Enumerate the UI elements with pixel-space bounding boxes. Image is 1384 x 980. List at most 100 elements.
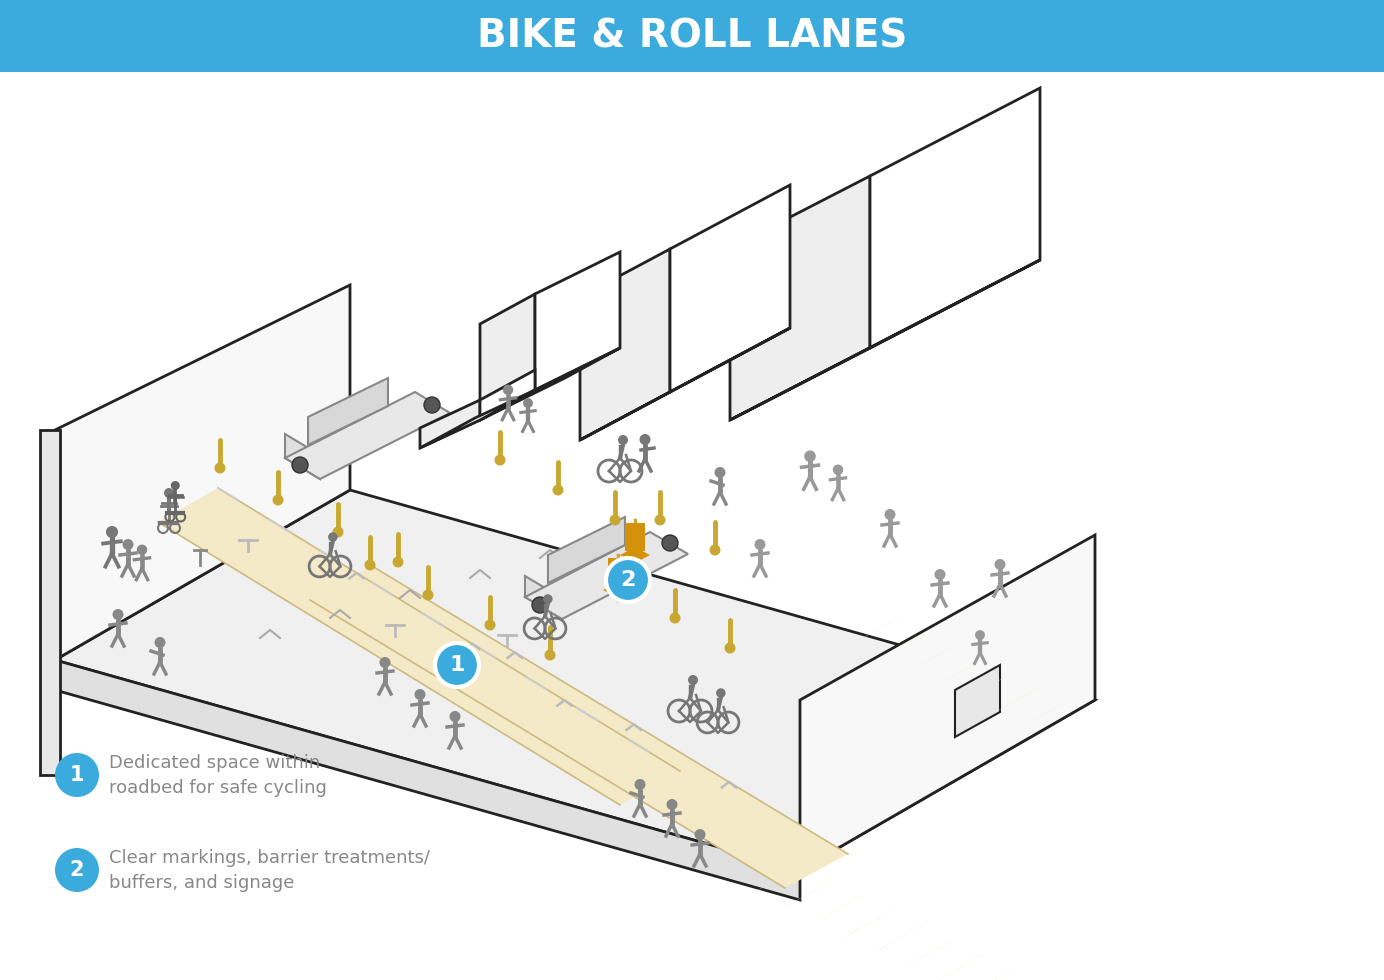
- Circle shape: [502, 384, 513, 395]
- Circle shape: [484, 619, 495, 630]
- Circle shape: [414, 689, 425, 700]
- Circle shape: [833, 465, 843, 475]
- Polygon shape: [955, 965, 1021, 980]
- Text: Clear markings, barrier treatments/
buffers, and signage: Clear markings, barrier treatments/ buff…: [109, 849, 430, 892]
- Circle shape: [934, 569, 945, 580]
- Circle shape: [55, 753, 100, 797]
- Polygon shape: [525, 576, 562, 619]
- Polygon shape: [729, 176, 871, 420]
- Circle shape: [639, 434, 650, 445]
- Polygon shape: [310, 566, 848, 888]
- Polygon shape: [926, 951, 991, 980]
- Polygon shape: [309, 378, 388, 445]
- Circle shape: [606, 558, 650, 602]
- Polygon shape: [620, 547, 650, 563]
- Polygon shape: [851, 613, 907, 645]
- Circle shape: [710, 545, 721, 556]
- Polygon shape: [775, 875, 841, 912]
- Circle shape: [422, 590, 433, 601]
- Polygon shape: [548, 517, 626, 583]
- Polygon shape: [55, 285, 350, 660]
- Text: 1: 1: [69, 765, 84, 785]
- Polygon shape: [729, 260, 1039, 420]
- Bar: [608, 558, 628, 586]
- Circle shape: [424, 397, 440, 413]
- Polygon shape: [480, 370, 536, 420]
- Circle shape: [435, 643, 479, 687]
- Circle shape: [670, 612, 681, 623]
- Circle shape: [328, 532, 338, 542]
- Polygon shape: [158, 488, 680, 805]
- Polygon shape: [1019, 697, 1075, 729]
- Polygon shape: [991, 683, 1048, 714]
- Polygon shape: [963, 669, 1019, 701]
- Polygon shape: [805, 890, 871, 927]
- Circle shape: [494, 455, 505, 466]
- Circle shape: [123, 539, 133, 550]
- Circle shape: [544, 650, 555, 661]
- Circle shape: [714, 467, 725, 478]
- Polygon shape: [285, 434, 320, 479]
- Text: Dedicated space within
roadbed for safe cycling: Dedicated space within roadbed for safe …: [109, 754, 327, 797]
- Polygon shape: [536, 252, 620, 390]
- Circle shape: [332, 526, 343, 537]
- Text: 1: 1: [450, 655, 465, 675]
- Bar: [40, 430, 60, 775]
- Circle shape: [393, 557, 404, 567]
- Polygon shape: [525, 532, 688, 619]
- Circle shape: [716, 688, 725, 698]
- Polygon shape: [871, 88, 1039, 348]
- Circle shape: [667, 799, 678, 810]
- Circle shape: [655, 514, 666, 525]
- Circle shape: [450, 711, 461, 722]
- Circle shape: [976, 630, 985, 640]
- Polygon shape: [580, 328, 790, 440]
- Circle shape: [379, 657, 390, 668]
- Circle shape: [619, 435, 628, 445]
- Polygon shape: [603, 582, 632, 598]
- Text: 2: 2: [620, 570, 635, 590]
- Polygon shape: [419, 390, 536, 448]
- Polygon shape: [895, 935, 962, 972]
- Bar: [626, 523, 645, 551]
- Polygon shape: [836, 906, 901, 943]
- Circle shape: [531, 597, 548, 613]
- Polygon shape: [480, 294, 536, 420]
- Circle shape: [754, 539, 765, 550]
- Circle shape: [292, 457, 309, 473]
- Polygon shape: [480, 348, 620, 420]
- Polygon shape: [419, 400, 480, 448]
- Circle shape: [170, 481, 180, 490]
- Text: 2: 2: [69, 860, 84, 880]
- Circle shape: [155, 637, 166, 648]
- Bar: [0, 0, 1384, 72]
- Circle shape: [634, 779, 645, 790]
- Polygon shape: [55, 490, 1095, 870]
- Circle shape: [552, 484, 563, 496]
- Circle shape: [107, 526, 118, 538]
- Polygon shape: [580, 249, 670, 440]
- Circle shape: [215, 463, 226, 473]
- Polygon shape: [800, 535, 1095, 870]
- Circle shape: [364, 560, 375, 570]
- Circle shape: [609, 514, 620, 525]
- Text: BIKE & ROLL LANES: BIKE & ROLL LANES: [477, 17, 907, 55]
- Circle shape: [112, 609, 123, 620]
- Polygon shape: [670, 185, 790, 392]
- Circle shape: [804, 451, 815, 462]
- Polygon shape: [865, 920, 931, 957]
- Polygon shape: [955, 665, 1001, 737]
- Circle shape: [163, 488, 174, 498]
- Polygon shape: [936, 655, 991, 687]
- Circle shape: [662, 535, 678, 551]
- Polygon shape: [746, 860, 811, 898]
- Polygon shape: [907, 641, 963, 672]
- Polygon shape: [879, 627, 936, 659]
- Polygon shape: [55, 660, 800, 900]
- Circle shape: [273, 495, 284, 506]
- Circle shape: [724, 643, 735, 654]
- Circle shape: [695, 829, 706, 840]
- Circle shape: [137, 545, 147, 555]
- Circle shape: [543, 594, 552, 604]
- Polygon shape: [285, 392, 450, 479]
